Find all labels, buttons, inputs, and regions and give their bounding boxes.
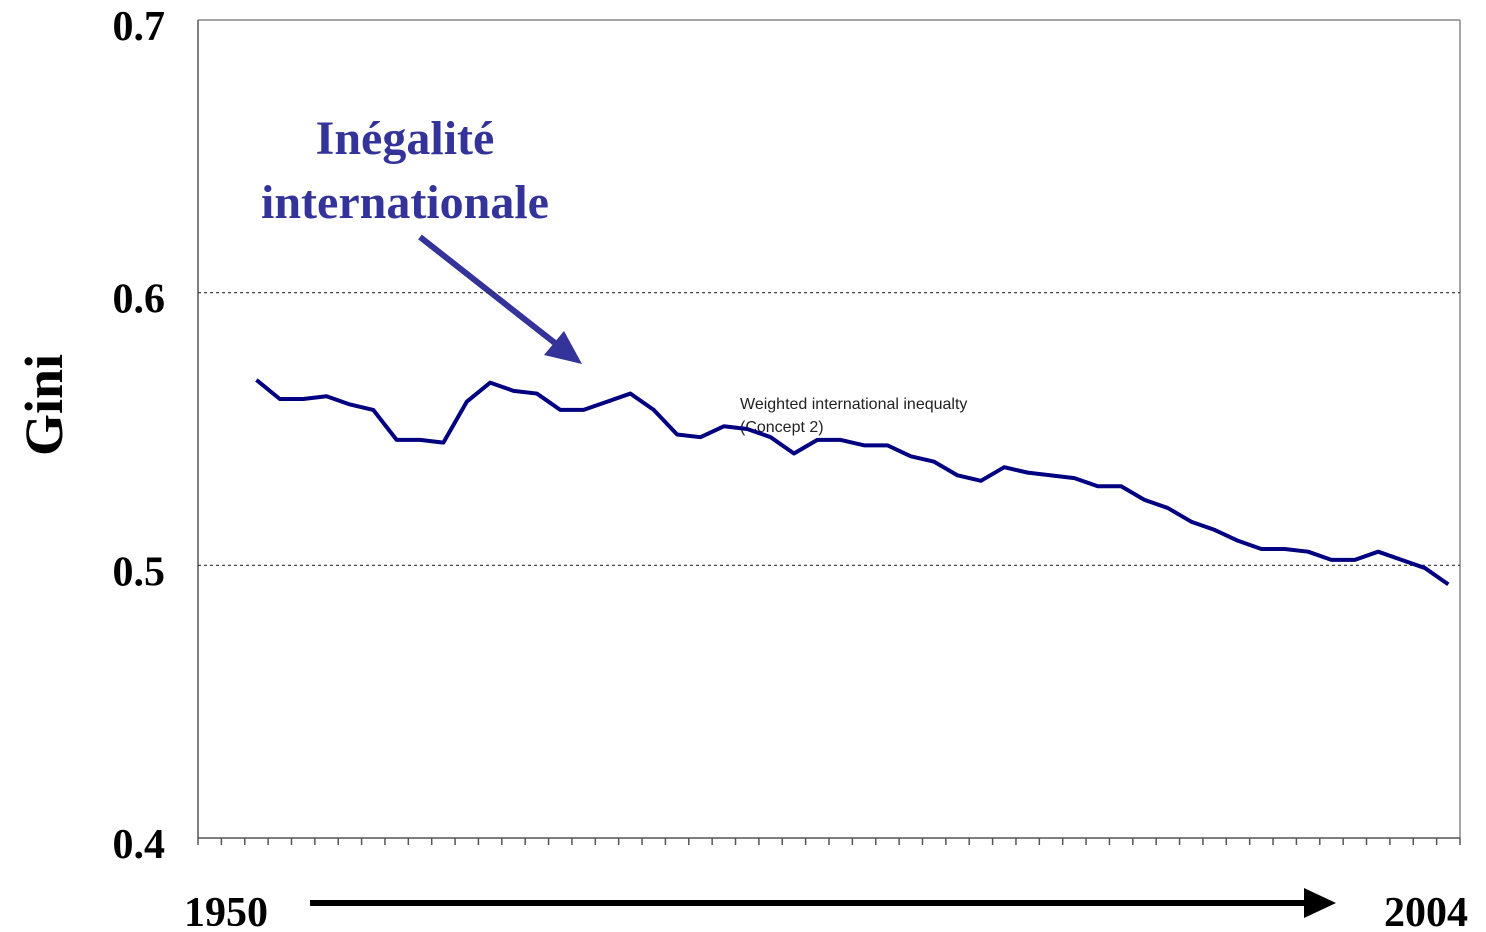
y-tick-label: 0.7 — [113, 4, 166, 50]
annotation: (Concept 2) — [740, 419, 824, 436]
y-tick-label: 0.5 — [113, 549, 166, 595]
x-start-label: 1950 — [184, 890, 268, 932]
y-tick-label: 0.6 — [113, 277, 166, 323]
annotation: Inégalité — [316, 112, 495, 165]
data-line — [255, 378, 1450, 587]
annotation: Weighted international inequalty — [740, 396, 967, 413]
time-arrowhead — [1304, 888, 1336, 918]
annotation: internationale — [261, 176, 549, 229]
annotation-arrow — [418, 234, 562, 350]
y-tick-label: 0.4 — [113, 822, 166, 868]
annotation-arrowhead — [544, 331, 582, 364]
x-end-label: 2004 — [1384, 890, 1468, 932]
y-axis-label: Gini — [14, 354, 74, 456]
